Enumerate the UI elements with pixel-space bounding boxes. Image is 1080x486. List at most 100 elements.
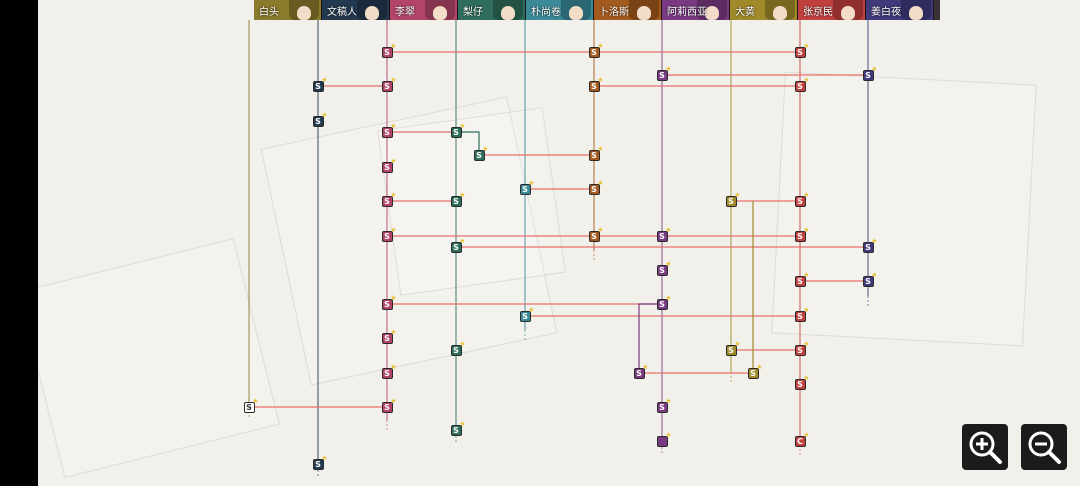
star-icon: ★	[252, 396, 259, 405]
character-name: 文稿人	[327, 7, 357, 18]
star-icon: ★	[321, 110, 328, 119]
scene-node[interactable]: S ★	[381, 226, 397, 242]
star-icon: ★	[390, 75, 397, 84]
scene-node[interactable]: S ★	[588, 42, 604, 58]
scene-node[interactable]: S ★	[450, 340, 466, 356]
scene-node[interactable]: S ★	[381, 76, 397, 92]
scene-node[interactable]: S ★	[243, 397, 259, 413]
star-icon: ★	[665, 396, 672, 405]
scene-node[interactable]: S ★	[381, 328, 397, 344]
character-name: 卜洛斯	[599, 7, 629, 18]
node-label: S	[659, 299, 665, 309]
scene-node[interactable]: S ★	[794, 226, 810, 242]
scene-node[interactable]: S ★	[725, 191, 741, 207]
character-tab[interactable]: 卜洛斯	[594, 0, 662, 20]
scene-node[interactable]: S ★	[473, 145, 489, 161]
character-tab[interactable]: 朴尚卷	[526, 0, 594, 20]
node-label: S	[384, 333, 390, 343]
node-label: S	[797, 47, 803, 57]
node-label: S	[384, 47, 390, 57]
node-label: S	[728, 196, 734, 206]
star-icon: ★	[803, 190, 810, 199]
node-label: S	[315, 459, 321, 469]
node-label: S	[453, 196, 459, 206]
character-tab[interactable]: 阿莉西亚	[662, 0, 730, 20]
star-icon: ★	[390, 225, 397, 234]
scene-node[interactable]: S ★	[450, 420, 466, 436]
star-icon: ★	[459, 121, 466, 130]
scene-node[interactable]: S ★	[794, 340, 810, 356]
character-tab[interactable]: 姜白夜	[866, 0, 934, 20]
character-tab[interactable]: 白头	[254, 0, 322, 20]
scene-node[interactable]: S ★	[450, 237, 466, 253]
scene-node[interactable]: S ★	[747, 363, 763, 379]
scene-node[interactable]: S ★	[794, 76, 810, 92]
node-label: S	[797, 276, 803, 286]
scene-node[interactable]: S ★	[381, 191, 397, 207]
scene-node[interactable]: S ★	[588, 145, 604, 161]
scene-node[interactable]: ★	[656, 431, 672, 447]
star-icon: ★	[597, 144, 604, 153]
character-portrait	[765, 0, 795, 20]
scene-node[interactable]: S ★	[381, 42, 397, 58]
scene-node[interactable]: S ★	[794, 42, 810, 58]
node-label: S	[315, 116, 321, 126]
scene-node[interactable]: S ★	[633, 363, 649, 379]
scene-node[interactable]: S ★	[588, 179, 604, 195]
star-icon: ★	[871, 236, 878, 245]
character-tab[interactable]: 李翠	[390, 0, 458, 20]
star-icon: ★	[665, 64, 672, 73]
scene-node[interactable]: S ★	[794, 374, 810, 390]
character-tab[interactable]: 文稿人	[322, 0, 390, 20]
star-icon: ★	[803, 75, 810, 84]
character-tab[interactable]: 梨仔	[458, 0, 526, 20]
node-label: S	[384, 162, 390, 172]
node-label: S	[453, 242, 459, 252]
scene-node[interactable]: S ★	[725, 340, 741, 356]
node-label: S	[315, 81, 321, 91]
node-label: S	[659, 402, 665, 412]
character-portrait	[901, 0, 931, 20]
scene-node[interactable]: S ★	[381, 157, 397, 173]
scene-node[interactable]: S ★	[588, 226, 604, 242]
scene-node[interactable]: S ★	[450, 191, 466, 207]
zoom-out-button[interactable]	[1021, 424, 1067, 470]
scene-node[interactable]: S ★	[312, 76, 328, 92]
scene-node[interactable]: S ★	[450, 122, 466, 138]
scene-node[interactable]: S ★	[656, 226, 672, 242]
scene-node[interactable]: S ★	[381, 397, 397, 413]
scene-node[interactable]: S ★	[656, 65, 672, 81]
scene-node[interactable]: S ★	[519, 306, 535, 322]
scene-node[interactable]: S ★	[794, 306, 810, 322]
character-tab[interactable]: 张京民	[798, 0, 866, 20]
node-label: S	[384, 196, 390, 206]
scene-node[interactable]: S ★	[794, 191, 810, 207]
scene-node[interactable]: S ★	[862, 237, 878, 253]
scene-node[interactable]: S ★	[656, 294, 672, 310]
scene-node[interactable]: S ★	[312, 111, 328, 127]
scene-node[interactable]: S ★	[381, 363, 397, 379]
character-portrait	[697, 0, 727, 20]
scene-node[interactable]: S ★	[381, 294, 397, 310]
scene-node[interactable]: S ★	[588, 76, 604, 92]
star-icon: ★	[642, 362, 649, 371]
node-label: S	[384, 127, 390, 137]
special-scene-node[interactable]: C ★	[794, 431, 810, 447]
scene-node[interactable]: S ★	[862, 65, 878, 81]
node-label: S	[797, 379, 803, 389]
scene-node[interactable]: S ★	[312, 454, 328, 470]
star-icon: ★	[390, 362, 397, 371]
scene-node[interactable]: S ★	[519, 179, 535, 195]
scene-node[interactable]: S ★	[656, 260, 672, 276]
star-icon: ★	[597, 178, 604, 187]
node-label: S	[728, 345, 734, 355]
zoom-in-button[interactable]	[962, 424, 1008, 470]
scene-node[interactable]: S ★	[656, 397, 672, 413]
star-icon: ★	[390, 293, 397, 302]
scene-node[interactable]: S ★	[381, 122, 397, 138]
scene-node[interactable]: S ★	[794, 271, 810, 287]
storyline-board[interactable]: 白头 文稿人 李翠 梨仔 朴尚卷 卜洛斯 阿莉西亚 大黄 张京民 姜白夜 S ★ S ★ S ★ S ★ S ★ S ★…	[38, 0, 1080, 486]
character-header: 白头 文稿人 李翠 梨仔 朴尚卷 卜洛斯 阿莉西亚 大黄 张京民 姜白夜	[254, 0, 940, 20]
character-tab[interactable]: 大黄	[730, 0, 798, 20]
scene-node[interactable]: S ★	[862, 271, 878, 287]
